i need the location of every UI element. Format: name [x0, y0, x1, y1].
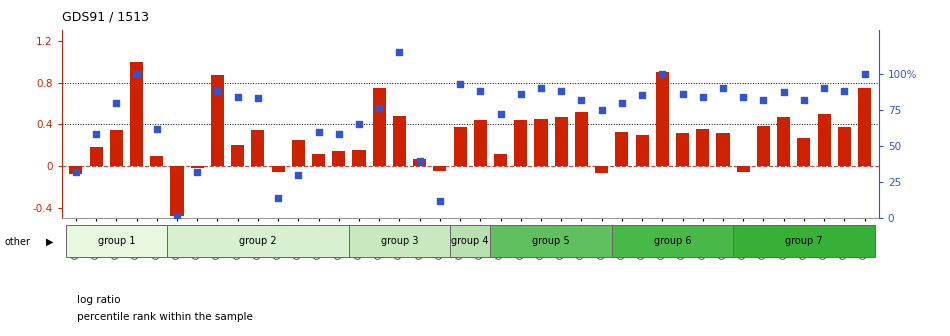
Point [230, 94, 245, 99]
Point [735, 94, 751, 99]
Bar [352, 151, 366, 166]
Bar [211, 75, 224, 166]
Text: group 3: group 3 [381, 236, 418, 246]
Point [129, 71, 144, 76]
Bar [555, 117, 568, 166]
Bar [474, 120, 487, 166]
Bar [656, 72, 669, 166]
Bar [170, 166, 183, 216]
Point [695, 94, 711, 99]
Bar [777, 117, 790, 166]
Bar [494, 154, 507, 166]
Point [493, 112, 508, 117]
Bar [595, 166, 608, 173]
Text: group 5: group 5 [532, 236, 570, 246]
Text: group 6: group 6 [654, 236, 692, 246]
Point [291, 172, 306, 178]
Point [311, 129, 326, 134]
Bar [716, 133, 730, 166]
FancyBboxPatch shape [66, 225, 167, 257]
Text: ▶: ▶ [46, 237, 53, 247]
Bar [393, 116, 406, 166]
Text: group 2: group 2 [239, 236, 276, 246]
Point [857, 71, 872, 76]
Bar [757, 126, 770, 166]
Point [715, 85, 731, 91]
Bar [636, 135, 649, 166]
Point [655, 71, 670, 76]
Text: group 1: group 1 [98, 236, 135, 246]
Point [675, 91, 691, 97]
FancyBboxPatch shape [450, 225, 490, 257]
Point [149, 126, 164, 131]
Bar [575, 112, 588, 166]
Text: group 7: group 7 [785, 236, 823, 246]
Bar [231, 145, 244, 166]
Text: GDS91 / 1513: GDS91 / 1513 [62, 10, 149, 23]
Bar [69, 166, 83, 174]
Bar [858, 88, 871, 166]
Point [513, 91, 528, 97]
Point [250, 95, 265, 101]
Point [473, 88, 488, 94]
Point [837, 88, 852, 94]
Point [352, 122, 367, 127]
Point [88, 132, 104, 137]
Point [432, 198, 447, 204]
Bar [89, 147, 103, 166]
Bar [616, 132, 629, 166]
FancyBboxPatch shape [733, 225, 875, 257]
Point [615, 100, 630, 105]
Bar [453, 127, 466, 166]
Point [169, 213, 184, 218]
Bar [413, 159, 427, 166]
Bar [676, 133, 689, 166]
Bar [736, 166, 750, 172]
Bar [818, 114, 830, 166]
Bar [838, 127, 851, 166]
Bar [130, 61, 143, 166]
Bar [272, 166, 285, 172]
Point [635, 93, 650, 98]
Text: percentile rank within the sample: percentile rank within the sample [77, 312, 253, 322]
Bar [292, 140, 305, 166]
Point [796, 97, 811, 102]
Bar [150, 156, 163, 166]
Point [190, 169, 205, 175]
Text: log ratio: log ratio [77, 295, 121, 305]
Point [108, 100, 124, 105]
Bar [110, 130, 123, 166]
Bar [797, 138, 810, 166]
Bar [433, 166, 446, 171]
Point [534, 85, 549, 91]
Bar [696, 128, 710, 166]
Bar [312, 154, 325, 166]
FancyBboxPatch shape [167, 225, 349, 257]
Point [210, 88, 225, 94]
Point [756, 97, 771, 102]
Point [271, 196, 286, 201]
Point [412, 158, 428, 163]
FancyBboxPatch shape [490, 225, 612, 257]
Point [452, 81, 467, 86]
Bar [252, 130, 264, 166]
Point [554, 88, 569, 94]
Bar [514, 120, 527, 166]
Point [68, 169, 84, 175]
FancyBboxPatch shape [612, 225, 733, 257]
Point [817, 85, 832, 91]
Point [594, 107, 609, 113]
Text: group 4: group 4 [451, 236, 489, 246]
Point [776, 90, 791, 95]
Bar [535, 119, 547, 166]
Bar [191, 166, 204, 168]
Point [391, 49, 407, 55]
Bar [372, 88, 386, 166]
Point [371, 106, 387, 111]
Bar [332, 152, 346, 166]
Text: other: other [5, 237, 30, 247]
Point [574, 97, 589, 102]
Point [332, 132, 347, 137]
FancyBboxPatch shape [349, 225, 450, 257]
